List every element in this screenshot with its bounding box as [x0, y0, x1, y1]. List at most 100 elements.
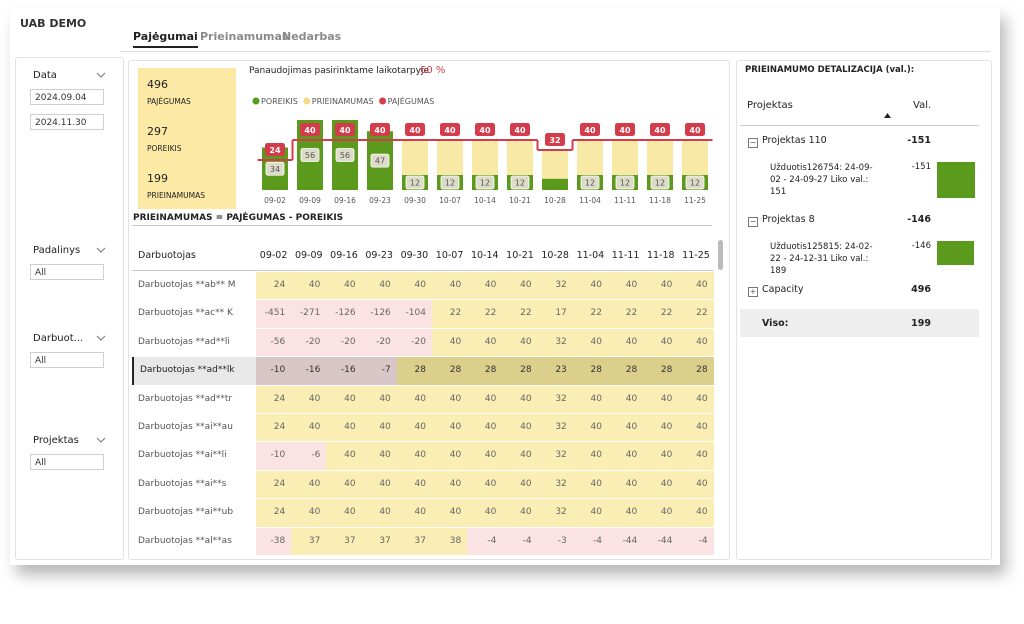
table-cell: 32 [537, 470, 573, 499]
column-header[interactable]: 09-02 [259, 250, 288, 261]
table-cell: -4 [467, 527, 503, 555]
table-cell: -4 [678, 527, 714, 555]
chevron[interactable] [96, 437, 106, 443]
table-cell: 40 [467, 414, 503, 442]
column-header[interactable]: 10-28 [541, 250, 569, 261]
table-cell: 28 [572, 357, 608, 385]
expand-toggle[interactable]: − [748, 217, 758, 227]
table-cell: 32 [537, 414, 573, 442]
row-label[interactable]: Darbuotojas **al**as [138, 535, 232, 546]
table-cell: 37 [291, 527, 327, 555]
table-cell: 40 [678, 328, 714, 357]
column-header[interactable]: 10-21 [506, 250, 534, 261]
rule [132, 225, 712, 226]
table-cell: 40 [467, 272, 503, 300]
sort-arrow[interactable] [884, 113, 891, 118]
table-cell: 40 [608, 385, 644, 413]
column-header[interactable]: 10-14 [470, 250, 499, 261]
table-cell: 40 [361, 385, 397, 413]
column-header[interactable]: 09-23 [365, 250, 393, 261]
table-cell: 40 [502, 442, 538, 470]
expand-toggle[interactable]: − [748, 138, 758, 148]
table-cell: -7 [361, 357, 397, 385]
table-cell: 40 [502, 328, 538, 357]
kpi-label: PRIEINAMUMAS [147, 191, 205, 200]
table-cell: 22 [608, 300, 644, 328]
row-label[interactable]: Darbuotojas **ai**s [138, 478, 227, 489]
column-header[interactable]: Val. [913, 100, 932, 111]
tab[interactable]: Nedarbas [282, 30, 342, 43]
header-rule [120, 51, 990, 52]
row-label[interactable]: Darbuotojas **ai**li [138, 450, 227, 461]
dropdown[interactable]: All [30, 454, 104, 470]
date-to[interactable]: 2024.11.30 [30, 114, 104, 130]
table-cell: -451 [256, 300, 292, 328]
table-cell: 23 [537, 357, 573, 385]
project-name[interactable]: Projektas 8 [762, 214, 815, 225]
task-value: -151 [911, 162, 931, 172]
row-label[interactable]: Darbuotojas **ad**li [138, 336, 230, 347]
column-header[interactable]: 11-11 [611, 250, 640, 261]
table-cell: 28 [643, 357, 679, 385]
app-title: UAB DEMO [20, 17, 87, 30]
date-from[interactable]: 2024.09.04 [30, 89, 104, 105]
table-cell: 40 [608, 328, 644, 357]
table-cell: 40 [432, 470, 468, 499]
table-cell: 40 [467, 499, 503, 527]
table-cell: 37 [361, 527, 397, 555]
table-cell: 40 [467, 385, 503, 413]
table-cell: 40 [432, 499, 468, 527]
tab[interactable]: Prieinamumas [200, 30, 289, 43]
table-cell: 40 [608, 442, 644, 470]
row-label[interactable]: Darbuotojas **ac** K [138, 308, 233, 319]
table-cell: 40 [291, 272, 327, 300]
column-header[interactable]: 11-25 [682, 250, 710, 261]
table-cell: 40 [361, 414, 397, 442]
column-header[interactable]: 09-30 [400, 250, 429, 261]
table-cell: -4 [572, 527, 608, 555]
dropdown[interactable]: All [30, 264, 104, 280]
dropdown[interactable]: All [30, 352, 104, 368]
row-label[interactable]: Darbuotojas **ai**au [138, 422, 233, 432]
table-cell: 40 [396, 442, 432, 470]
expand-toggle[interactable]: + [748, 287, 758, 297]
row-label[interactable]: Darbuotojas **ad**lk [132, 357, 256, 385]
table-cell: -104 [396, 300, 432, 328]
filter-panel: Data 2024.09.04 2024.11.30 Padalinys All… [15, 57, 124, 560]
task-name[interactable]: Užduotis126754: 24-09-02 - 24-09-27 Liko… [770, 163, 873, 197]
table-cell: 24 [256, 385, 292, 413]
table-cell: 40 [467, 442, 503, 470]
table-cell: 40 [396, 272, 432, 300]
table-cell: 40 [608, 470, 644, 499]
column-header[interactable]: 11-18 [646, 250, 675, 261]
table-cell: 32 [537, 272, 573, 300]
project-name[interactable]: Projektas 110 [762, 135, 827, 146]
project-name[interactable]: Capacity [762, 284, 804, 295]
chevron[interactable] [96, 247, 106, 253]
chevron[interactable] [96, 335, 106, 341]
row-label[interactable]: Darbuotojas **ab** M [138, 280, 236, 290]
table-cell: 40 [432, 414, 468, 442]
column-header[interactable]: 10-07 [435, 250, 464, 261]
scrollbar[interactable] [718, 240, 723, 270]
table-cell: -6 [291, 442, 327, 470]
column-header[interactable]: 09-09 [294, 250, 323, 261]
table-cell: 38 [432, 527, 468, 555]
table-cell: 28 [396, 357, 432, 385]
column-header[interactable]: Darbuotojas [138, 250, 196, 261]
table-cell: -16 [326, 357, 362, 385]
table-cell: -126 [326, 300, 362, 328]
chevron[interactable] [96, 72, 106, 78]
column-header[interactable]: 11-04 [576, 250, 605, 261]
row-label[interactable]: Darbuotojas **ad**tr [138, 393, 233, 404]
column-header[interactable]: 09-16 [330, 250, 358, 261]
row-label[interactable]: Darbuotojas **ai**ub [138, 507, 234, 518]
table-cell: -20 [291, 328, 327, 357]
tab[interactable]: Pajėgumai [133, 30, 198, 48]
task-name[interactable]: Užduotis125815: 24-02-22 - 24-12-31 Liko… [770, 242, 873, 276]
table-cell: 40 [643, 470, 679, 499]
kpi-value: 496 [147, 78, 168, 91]
table-cell: 28 [678, 357, 714, 385]
value-bar [937, 162, 975, 198]
column-header[interactable]: Projektas [747, 100, 793, 111]
